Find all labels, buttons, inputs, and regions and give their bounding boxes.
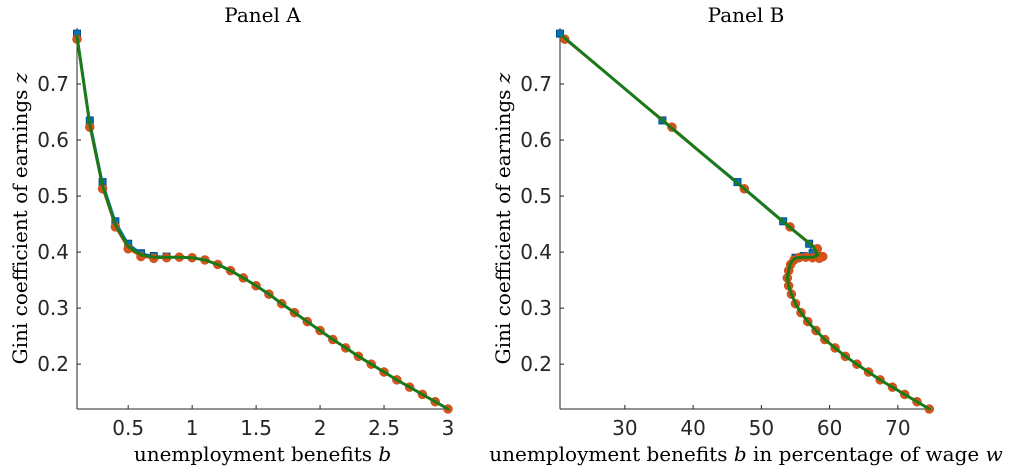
panel-a: 0.5 1 1.5 2 2.5 3 0.2 0.3 0.4 0.5 0.6 0.7 Panel A une… <box>8 3 454 466</box>
x-tick-label: 40 <box>680 416 705 440</box>
x-tick-label: 2 <box>314 416 327 440</box>
series-line <box>76 33 167 258</box>
y-tick-label: 0.3 <box>520 296 552 320</box>
series-2 <box>561 34 931 411</box>
x-tick-label: 70 <box>885 416 910 440</box>
y-tick-label: 0.6 <box>37 128 69 152</box>
series-0 <box>73 29 171 261</box>
series-1 <box>560 34 935 414</box>
panel-title: Panel B <box>708 3 785 27</box>
x-tick-label: 0.5 <box>112 416 144 440</box>
y-axis-label: Gini coefficient of earnings z <box>8 72 32 364</box>
y-tick-label: 0.4 <box>520 240 552 264</box>
series-2 <box>75 34 450 411</box>
y-tick-label: 0.3 <box>37 296 69 320</box>
x-tick-label: 3 <box>442 416 455 440</box>
x-axis-label: unemployment benefits b in percentage of… <box>489 442 1002 466</box>
x-tick-label: 50 <box>749 416 774 440</box>
y-tick-label: 0.5 <box>520 184 552 208</box>
y-tick-label: 0.7 <box>520 72 552 96</box>
x-tick-label: 2.5 <box>368 416 400 440</box>
x-tick-label: 1 <box>186 416 199 440</box>
x-tick-label: 60 <box>817 416 842 440</box>
x-axis-label: unemployment benefits b <box>134 442 391 466</box>
x-tick-label: 1.5 <box>240 416 272 440</box>
series-line <box>75 34 450 411</box>
y-tick-label: 0.6 <box>520 128 552 152</box>
y-tick-label: 0.4 <box>37 240 69 264</box>
x-tick-label: 30 <box>612 416 637 440</box>
series-line <box>76 39 449 410</box>
panel-b: 30 40 50 60 70 0.2 0.3 0.4 0.5 0.6 0.7 Panel B unemp… <box>489 3 1002 466</box>
data-point <box>556 29 564 38</box>
y-tick-label: 0.7 <box>37 72 69 96</box>
series-line <box>561 34 931 411</box>
series-line <box>564 38 930 410</box>
y-tick-label: 0.2 <box>520 352 552 376</box>
y-tick-label: 0.5 <box>37 184 69 208</box>
y-tick-label: 0.2 <box>37 352 69 376</box>
y-axis-label: Gini coefficient of earnings z <box>491 72 515 364</box>
panel-title: Panel A <box>224 3 301 27</box>
series-1 <box>72 34 453 414</box>
